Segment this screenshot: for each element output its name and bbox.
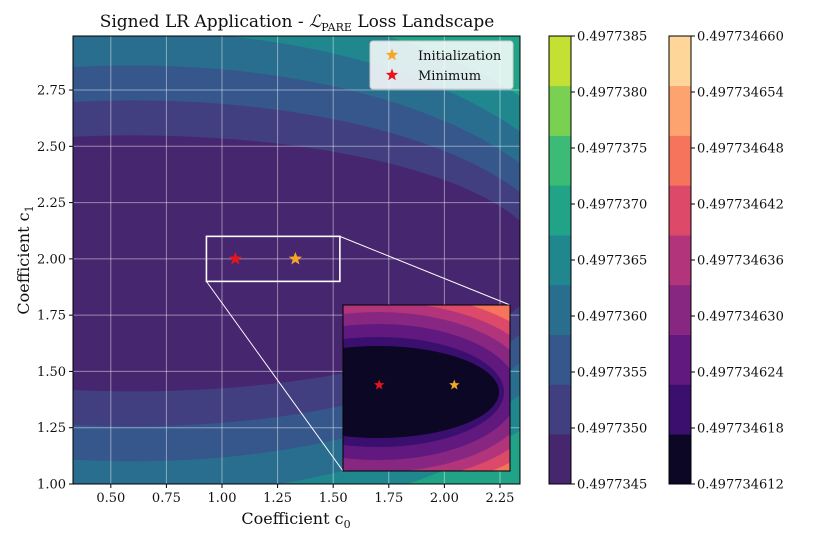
colorbar-segment [669, 334, 691, 385]
colorbar-tick-label: 0.4977345 [577, 478, 647, 493]
colorbar-tick-label: 0.497734618 [697, 422, 784, 437]
colorbar-segment [669, 36, 691, 87]
main-plot: 0.50 0.75 1.00 1.25 1.50 1.75 2.00 2.25 1.00 1.2… [37, 35, 521, 506]
colorbar-segment [669, 384, 691, 435]
colorbar-tick-label: 0.497734654 [697, 86, 784, 101]
colorbar-tick-label: 0.497734648 [697, 142, 784, 157]
colorbar-segment [549, 135, 571, 186]
minimum-marker [228, 251, 242, 265]
colorbar-tick-label: 0.4977370 [577, 198, 647, 213]
y-tick-label: 2.50 [37, 140, 66, 155]
colorbar-tick-label: 0.497734660 [697, 30, 784, 45]
y-tick-label: 1.25 [37, 421, 66, 436]
x-tick-label: 1.50 [319, 491, 348, 506]
colorbar-segment [669, 235, 691, 286]
inset-colorbar: 0.497734612 0.497734618 0.497734624 0.49773… [668, 30, 784, 493]
y-tick-label: 2.75 [37, 84, 66, 99]
legend-label: Initialization [418, 49, 502, 64]
colorbar-segment [669, 284, 691, 335]
colorbar-tick-label: 0.497734612 [697, 478, 784, 493]
y-tick-label: 1.75 [37, 309, 66, 324]
colorbar-tick-label: 0.4977375 [577, 142, 647, 157]
colorbar-segment [669, 85, 691, 136]
main-colorbar: 0.4977345 0.4977350 0.4977355 0.4977360 0.49… [548, 30, 647, 493]
colorbar-tick-label: 0.4977355 [577, 366, 647, 381]
y-tick-label: 1.00 [37, 478, 66, 493]
y-axis-label: Coefficient c1 [14, 205, 36, 314]
y-tick-label: 1.50 [37, 365, 66, 380]
inset-initialization-marker [449, 379, 460, 390]
colorbar-segment [549, 185, 571, 236]
colorbar-segment [669, 434, 691, 485]
zoom-connector-line [339, 235, 511, 306]
initialization-marker [288, 251, 303, 265]
inset-plot [342, 304, 511, 472]
x-tick-label: 1.75 [374, 491, 403, 506]
colorbar-tick-label: 0.497734636 [697, 254, 784, 269]
colorbar-segment [549, 334, 571, 385]
colorbar-segment [549, 434, 571, 485]
colorbar-segment [549, 284, 571, 335]
colorbar-segment [549, 384, 571, 435]
zoom-connector-line [206, 281, 344, 472]
legend-marker [385, 68, 399, 81]
y-tick-label: 2.25 [37, 196, 66, 211]
zoom-region-box [205, 235, 341, 283]
colorbar-tick-label: 0.497734630 [697, 310, 784, 325]
y-tick-label: 2.00 [37, 252, 66, 267]
inset-minimum-marker [373, 379, 385, 390]
colorbar-segment [549, 36, 571, 87]
x-tick-label: 0.75 [152, 491, 181, 506]
legend-marker [385, 48, 399, 61]
x-tick-label: 1.25 [263, 491, 292, 506]
colorbar-tick-label: 0.4977380 [577, 86, 647, 101]
colorbar-segment [549, 235, 571, 286]
x-tick-label: 2.00 [430, 491, 459, 506]
inset-frame [342, 304, 511, 472]
legend-label: Minimum [418, 69, 481, 84]
legend-box [369, 40, 514, 90]
x-tick-label: 1.00 [208, 491, 237, 506]
colorbar-tick-label: 0.497734624 [697, 366, 784, 381]
x-tick-label: 0.50 [96, 491, 125, 506]
colorbar-segment [669, 185, 691, 236]
x-tick-label: 2.25 [486, 491, 515, 506]
colorbar-tick-label: 0.497734642 [697, 198, 784, 213]
colorbar-segment [549, 85, 571, 136]
colorbar-tick-label: 0.4977350 [577, 422, 647, 437]
x-axis-label: Coefficient c0 [241, 509, 350, 531]
colorbar-tick-label: 0.4977365 [577, 254, 647, 269]
inset-contour-band [343, 346, 499, 438]
legend: Initialization Minimum [369, 40, 514, 90]
plot-frame [72, 35, 521, 485]
colorbar-segment [669, 135, 691, 186]
colorbar-tick-label: 0.4977385 [577, 30, 647, 45]
colorbar-tick-label: 0.4977360 [577, 310, 647, 325]
chart-title: Signed LR Application - ℒPARE Loss Lands… [100, 12, 495, 34]
